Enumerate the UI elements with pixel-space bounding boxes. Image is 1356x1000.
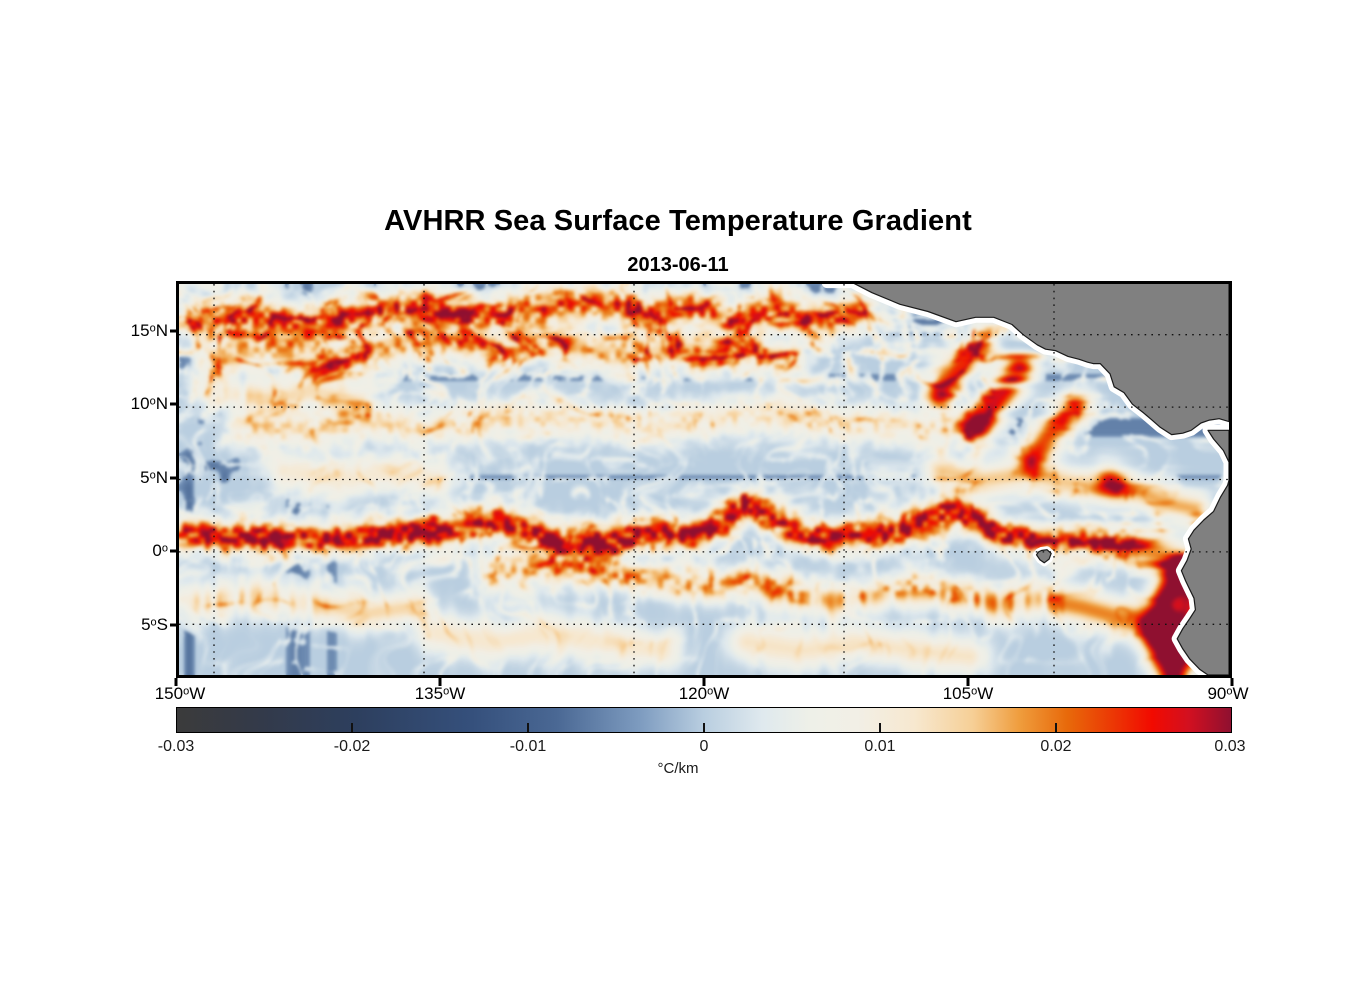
colorbar-tick: [1055, 723, 1057, 732]
figure-subtitle: 2013-06-11: [627, 254, 729, 276]
x-label-hemisphere: W: [1232, 684, 1249, 703]
colorbar-units-label: °C/km: [657, 760, 699, 777]
y-label-value: 0: [152, 541, 162, 560]
x-tick-135w: [438, 678, 442, 686]
y-axis-label-10n: 10oN: [130, 394, 168, 413]
x-axis-label-120w: 120oW: [678, 684, 730, 703]
x-tick-105w: [966, 678, 970, 686]
x-label-value: 105: [942, 684, 972, 703]
y-label-hemisphere: N: [155, 394, 168, 413]
y-tick-0: [170, 549, 179, 553]
x-label-value: 90: [1207, 684, 1227, 703]
x-label-value: 120: [678, 684, 708, 703]
colorbar-label-max: 0.03: [1214, 738, 1246, 755]
colorbar-tick: [351, 723, 353, 732]
x-axis-label-135w: 135oW: [414, 684, 466, 703]
y-label-value: 5: [140, 468, 150, 487]
colorbar[interactable]: [176, 707, 1232, 733]
colorbar-label-min: -0.03: [157, 738, 195, 755]
y-axis-label-5s: 5oS: [141, 615, 168, 634]
y-label-value: 5: [141, 615, 151, 634]
y-tick-10n: [170, 402, 179, 406]
colorbar-label-n002: -0.02: [333, 738, 371, 755]
colorbar-label-n001: -0.01: [509, 738, 547, 755]
sst-gradient-heatmap: [179, 284, 1229, 675]
x-axis-label-90w: 90oW: [1207, 684, 1249, 703]
colorbar-label-zero: 0: [699, 738, 709, 755]
y-label-value: 10: [130, 394, 150, 413]
x-label-value: 135: [414, 684, 444, 703]
y-label-hemisphere: N: [155, 468, 168, 487]
y-tick-5n: [170, 476, 179, 480]
y-axis-label-15n: 15oN: [130, 321, 168, 340]
y-label-hemisphere: S: [156, 615, 168, 634]
colorbar-tick: [527, 723, 529, 732]
y-tick-15n: [170, 329, 179, 333]
x-tick-120w: [702, 678, 706, 686]
colorbar-label-p001: 0.01: [864, 738, 896, 755]
y-axis-label-0: 0o: [152, 541, 168, 560]
x-label-hemisphere: W: [189, 684, 206, 703]
colorbar-tick: [703, 723, 705, 732]
y-tick-5s: [170, 623, 179, 627]
x-axis-label-105w: 105oW: [942, 684, 994, 703]
x-label-hemisphere: W: [713, 684, 730, 703]
colorbar-tick: [879, 723, 881, 732]
x-tick-90w: [1230, 678, 1234, 686]
figure-title: AVHRR Sea Surface Temperature Gradient: [384, 205, 972, 237]
map-axes[interactable]: [176, 281, 1232, 678]
x-axis-label-150w: 150oW: [154, 684, 206, 703]
x-label-hemisphere: W: [449, 684, 466, 703]
y-label-hemisphere: N: [155, 321, 168, 340]
x-label-value: 150: [154, 684, 184, 703]
x-tick-150w: [174, 678, 178, 686]
colorbar-label-p002: 0.02: [1040, 738, 1072, 755]
x-label-hemisphere: W: [977, 684, 994, 703]
y-label-value: 15: [130, 321, 150, 340]
y-axis-label-5n: 5oN: [140, 468, 168, 487]
